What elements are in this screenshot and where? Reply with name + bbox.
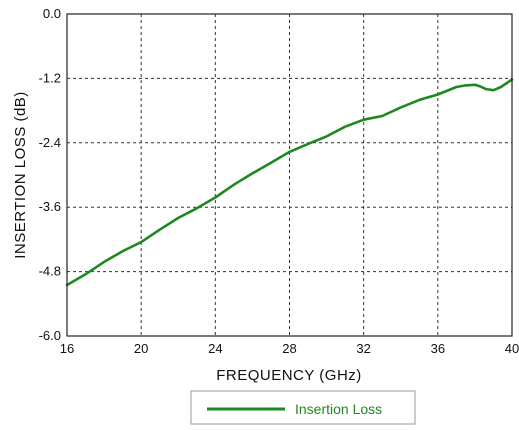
- x-axis-title: FREQUENCY (GHz): [216, 367, 362, 384]
- x-tick-label: 40: [505, 341, 519, 356]
- y-tick-label: -1.2: [39, 70, 61, 85]
- x-tick-label: 16: [60, 341, 74, 356]
- plot-frame: [66, 13, 513, 337]
- x-tick-label: 24: [208, 341, 222, 356]
- grid-lines: [67, 14, 512, 336]
- tick-labels: 16 20 24 28 32 36 40 0.0 -1.2 -2.4 -3.6 -4.8 -6.0: [39, 6, 519, 356]
- y-tick-label: -2.4: [39, 135, 61, 150]
- y-tick-label: -3.6: [39, 199, 61, 214]
- y-tick-label: 0.0: [43, 6, 61, 21]
- y-tick-label: -4.8: [39, 264, 61, 279]
- legend: Insertion Loss: [190, 390, 416, 425]
- plot-area: [67, 14, 512, 336]
- legend-label: Insertion Loss: [295, 401, 382, 417]
- x-tick-label: 36: [431, 341, 445, 356]
- y-axis-title: INSERTION LOSS (dB): [12, 91, 29, 259]
- x-tick-label: 28: [282, 341, 296, 356]
- series-line-insertion-loss: [65, 78, 514, 287]
- x-tick-label: 32: [356, 341, 370, 356]
- y-tick-label: -6.0: [39, 328, 61, 343]
- series-layer: [65, 78, 514, 287]
- x-tick-label: 20: [134, 341, 148, 356]
